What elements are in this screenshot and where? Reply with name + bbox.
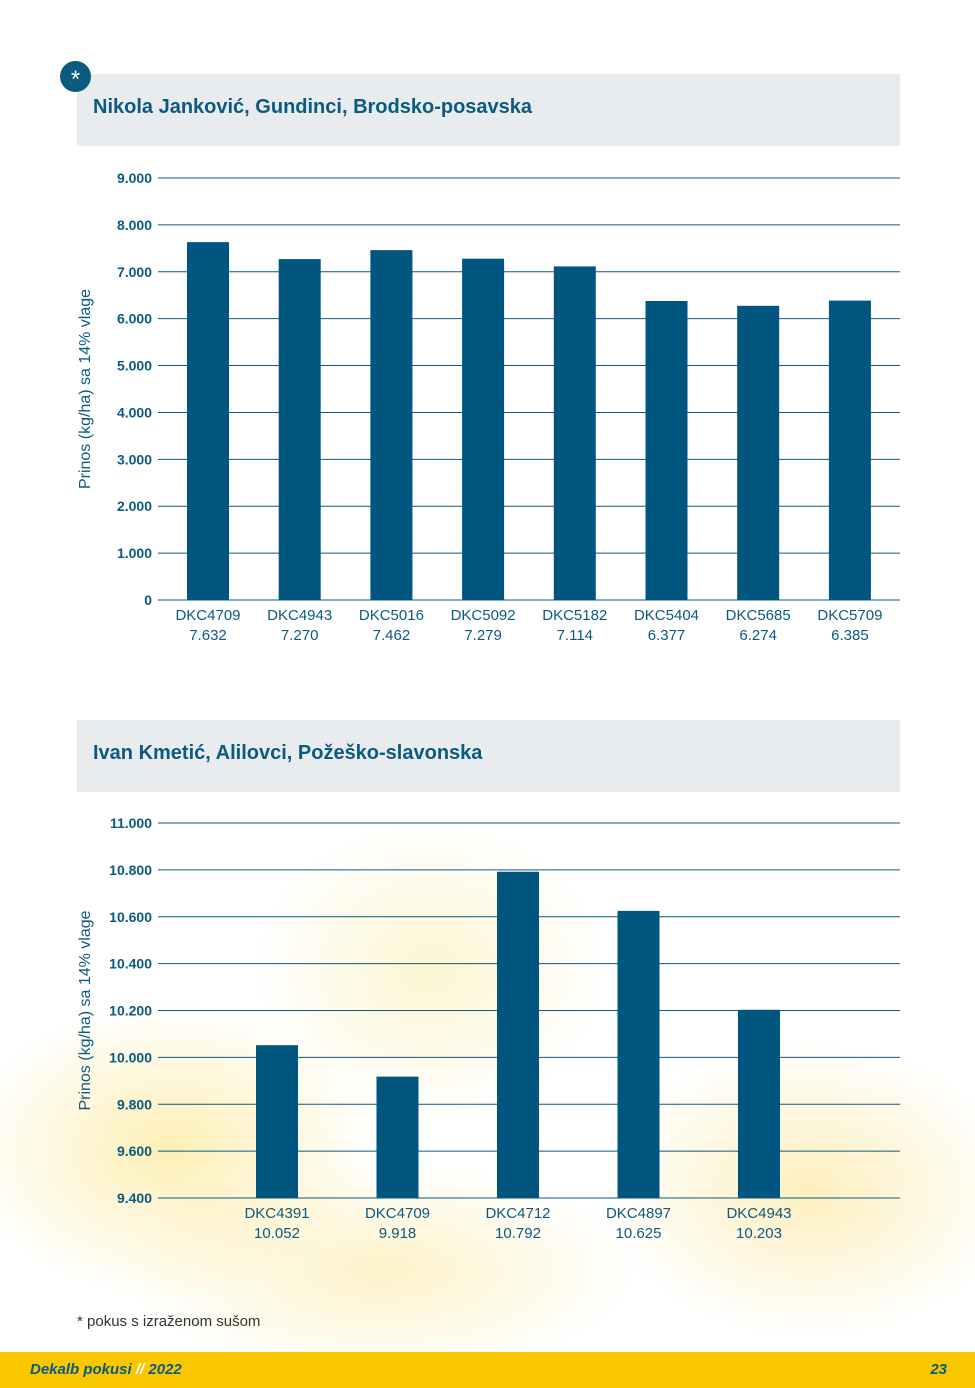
bar-value-label: 10.203 (736, 1225, 782, 1242)
x-category-label: DKC5016 (359, 607, 424, 624)
bar-value-label: 6.385 (831, 627, 869, 644)
x-category-label: DKC5685 (726, 607, 791, 624)
bar-value-label: 6.377 (648, 627, 686, 644)
y-tick-label: 9.800 (117, 1096, 152, 1112)
y-tick-label: 3.000 (117, 451, 152, 467)
bar (370, 250, 413, 600)
bar (278, 259, 321, 600)
x-category-label: DKC4712 (485, 1205, 550, 1222)
bar (553, 266, 596, 600)
x-category-label: DKC4709 (175, 607, 240, 624)
x-category-label: DKC5709 (817, 607, 882, 624)
bar (828, 300, 871, 600)
bar-value-label: 10.792 (495, 1225, 541, 1242)
bar (737, 305, 780, 600)
y-tick-label: 7.000 (117, 264, 152, 280)
x-category-label: DKC4897 (606, 1205, 671, 1222)
bar (497, 871, 539, 1198)
bar-value-label: 10.625 (616, 1225, 662, 1242)
chart-1-title: Nikola Janković, Gundinci, Brodsko-posav… (93, 96, 533, 118)
chart-1-plot: 0 1.000 2.000 3.000 4.000 5.000 6.000 7.000 8.00… (77, 170, 900, 644)
bar-value-label: 7.114 (557, 627, 593, 644)
page-number: 23 (930, 1361, 947, 1378)
y-tick-label: 4.000 (117, 404, 152, 420)
y-tick-label: 11.000 (110, 815, 152, 831)
y-tick-label: 0 (144, 592, 152, 608)
footer-separator: // (135, 1361, 145, 1378)
footnote: * pokus s izraženom sušom (77, 1313, 261, 1330)
bar-value-label: 9.918 (379, 1225, 417, 1242)
chart-1-header: Nikola Janković, Gundinci, Brodsko-posav… (77, 74, 900, 146)
bar-value-label: 7.270 (281, 627, 319, 644)
x-category-label: DKC4943 (726, 1205, 791, 1222)
bar (376, 1076, 419, 1198)
y-tick-label: 9.600 (117, 1143, 152, 1159)
chart-2-title: Ivan Kmetić, Alilovci, Požeško-slavonska (93, 742, 483, 764)
bar (187, 242, 229, 601)
bar (256, 1045, 298, 1198)
bar (462, 258, 505, 600)
drought-asterisk-badge: * (60, 61, 91, 93)
page-footer: Dekalb pokusi // 2022 23 (0, 1352, 975, 1388)
x-category-label: DKC5182 (542, 607, 607, 624)
y-axis-label: Prinos (kg/ha) sa 14% vlage (77, 910, 94, 1110)
y-axis-label: Prinos (kg/ha) sa 14% vlage (77, 289, 94, 489)
y-tick-label: 10.000 (109, 1049, 152, 1065)
y-tick-label: 9.400 (117, 1190, 152, 1206)
y-tick-label: 8.000 (117, 217, 152, 233)
bar (645, 300, 688, 600)
bar-value-label: 6.274 (739, 627, 777, 644)
footer-title: Dekalb pokusi (30, 1361, 132, 1378)
x-category-label: DKC5404 (634, 607, 699, 624)
chart-2-header: Ivan Kmetić, Alilovci, Požeško-slavonska (77, 720, 900, 792)
footer-year: 2022 (148, 1361, 182, 1378)
chart-2-plot: 9.400 9.600 9.800 10.000 10.200 10.400 10.600 1… (77, 815, 900, 1242)
y-tick-label: 10.600 (109, 909, 152, 925)
bar (617, 910, 660, 1198)
x-category-label: DKC5092 (451, 607, 516, 624)
footer-publication: Dekalb pokusi // 2022 (30, 1361, 182, 1378)
y-tick-label: 9.000 (117, 170, 152, 186)
y-tick-label: 5.000 (117, 358, 152, 374)
x-category-label: DKC4391 (244, 1205, 309, 1222)
x-category-label: DKC4709 (365, 1205, 430, 1222)
y-tick-label: 6.000 (117, 311, 152, 327)
bar-value-label: 7.632 (189, 627, 227, 644)
y-tick-label: 1.000 (117, 545, 152, 561)
y-tick-label: 10.200 (109, 1003, 152, 1019)
bar-value-label: 7.279 (464, 627, 502, 644)
bar-value-label: 10.052 (254, 1225, 300, 1242)
x-category-label: DKC4943 (267, 607, 332, 624)
y-tick-label: 2.000 (117, 498, 152, 514)
y-tick-label: 10.800 (109, 862, 152, 878)
bar (738, 1009, 780, 1198)
bar-value-label: 7.462 (373, 627, 411, 644)
y-tick-label: 10.400 (109, 956, 152, 972)
